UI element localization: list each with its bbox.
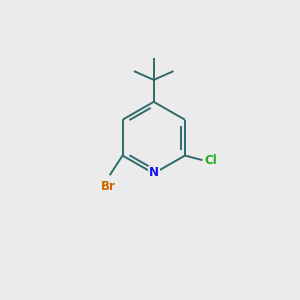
Text: N: N	[149, 167, 159, 179]
Text: Br: Br	[101, 180, 116, 193]
Text: Cl: Cl	[204, 154, 217, 167]
